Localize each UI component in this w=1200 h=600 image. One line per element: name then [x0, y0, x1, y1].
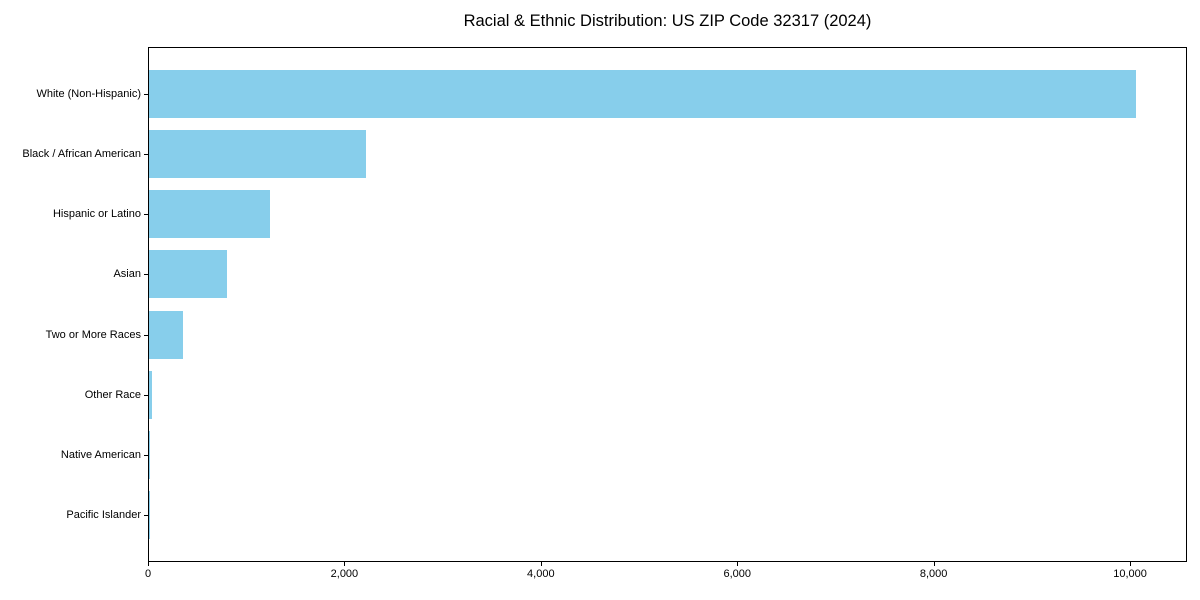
y-tick-mark — [144, 153, 148, 155]
x-tick-mark — [344, 562, 346, 566]
y-tick-label: Asian — [113, 268, 141, 281]
x-tick-mark — [540, 562, 542, 566]
x-tick-label: 4,000 — [527, 568, 555, 580]
x-tick-label: 2,000 — [330, 568, 359, 580]
bar-native-american — [149, 431, 151, 480]
bar-other-race — [149, 370, 152, 419]
x-tick-label: 6,000 — [723, 568, 751, 580]
y-tick-mark — [144, 394, 148, 396]
y-tick-mark — [144, 334, 148, 336]
x-tick-label: 10,000 — [1113, 568, 1147, 580]
y-tick-mark — [144, 214, 148, 216]
y-tick-label: Other Race — [84, 388, 141, 401]
y-tick-label: Native American — [60, 449, 141, 462]
y-tick-mark — [144, 274, 148, 276]
x-tick-mark — [737, 562, 739, 566]
y-tick-label: Hispanic or Latino — [52, 208, 141, 221]
bar-black-african-american — [149, 129, 367, 178]
y-tick-mark — [144, 515, 148, 517]
x-tick-label: 8,000 — [919, 568, 948, 580]
y-tick-mark — [144, 455, 148, 457]
plot-area — [148, 47, 1187, 562]
y-tick-label: Two or More Races — [45, 328, 141, 341]
y-tick-label: White (Non-Hispanic) — [36, 87, 141, 100]
chart-title: Racial & Ethnic Distribution: US ZIP Cod… — [463, 12, 872, 30]
bar-two-or-more-races — [149, 310, 184, 359]
y-tick-mark — [144, 93, 148, 95]
x-tick-label: 0 — [144, 568, 152, 580]
x-tick-mark — [1130, 562, 1132, 566]
bar-white-non-hispanic — [149, 69, 1136, 118]
x-tick-mark — [148, 562, 149, 566]
bar-hispanic-or-latino — [149, 190, 270, 239]
x-tick-mark — [933, 562, 935, 566]
y-tick-label: Pacific Islander — [66, 509, 141, 522]
y-tick-label: Black / African American — [22, 147, 141, 160]
bar-asian — [149, 250, 227, 299]
